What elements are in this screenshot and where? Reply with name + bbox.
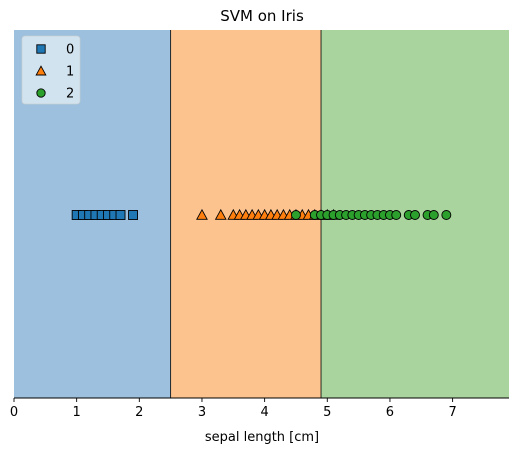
legend-label-1: 1	[66, 65, 74, 80]
x-tick-label: 5	[323, 405, 331, 420]
point-class-2	[291, 210, 301, 220]
point-class-1	[196, 208, 208, 220]
point-class-1	[214, 208, 227, 220]
point-class-2	[441, 210, 452, 220]
point-class-2	[391, 210, 402, 220]
legend-marker-0	[36, 44, 46, 54]
point-class-0	[115, 210, 126, 220]
point-class-0	[128, 210, 139, 220]
x-tick-label: 6	[386, 405, 394, 420]
legend-label-2: 2	[66, 87, 74, 102]
legend-label-0: 0	[66, 43, 74, 58]
data-points	[71, 208, 452, 220]
point-class-2	[410, 210, 420, 220]
legend-marker-2	[36, 88, 46, 98]
x-tick-label: 2	[135, 405, 143, 420]
legend-marker-1	[35, 65, 47, 76]
x-tick-label: 7	[448, 405, 456, 420]
x-axis-label: sepal length [cm]	[205, 430, 319, 445]
chart-title: SVM on Iris	[220, 7, 304, 25]
x-tick-label: 0	[10, 405, 18, 420]
x-tick-label: 3	[198, 405, 206, 420]
legend: 0 1 2	[21, 35, 81, 105]
x-tick-label: 1	[73, 405, 81, 420]
x-tick-label: 4	[260, 405, 268, 420]
point-class-2	[428, 210, 439, 220]
x-axis: 0 1 2 3 4 5 6 7	[10, 397, 509, 420]
